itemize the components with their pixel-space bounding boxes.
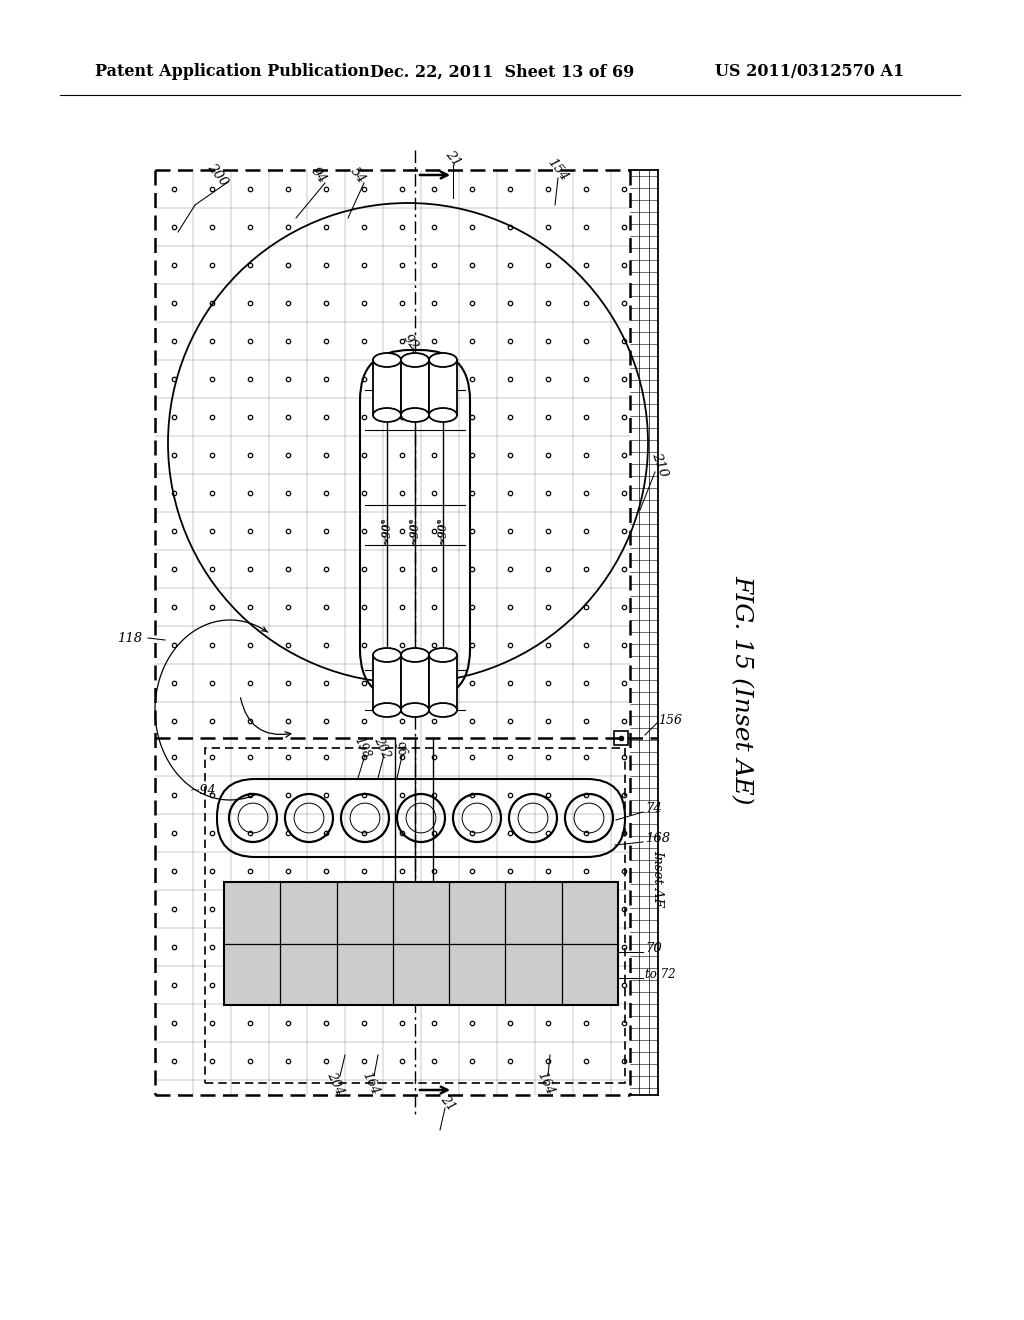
Text: ~94: ~94 (189, 784, 216, 796)
Text: 202: 202 (372, 735, 392, 760)
Bar (373, 360, 401, 414)
Text: 21: 21 (438, 1093, 458, 1113)
Ellipse shape (373, 352, 401, 367)
Text: ~90°: ~90° (409, 516, 418, 544)
Ellipse shape (373, 648, 401, 663)
Bar (373, 655, 401, 710)
Ellipse shape (373, 704, 401, 717)
Ellipse shape (401, 648, 429, 663)
Text: 210: 210 (649, 451, 671, 479)
Text: Dec. 22, 2011  Sheet 13 of 69: Dec. 22, 2011 Sheet 13 of 69 (370, 63, 634, 81)
Text: 118: 118 (117, 631, 142, 644)
Text: 92: 92 (399, 331, 420, 352)
Text: 156: 156 (658, 714, 682, 726)
Text: Inset AF: Inset AF (651, 850, 665, 907)
Text: 96: 96 (391, 739, 409, 759)
Text: 204: 204 (324, 1069, 346, 1097)
Bar (429, 360, 457, 414)
Ellipse shape (429, 352, 457, 367)
Text: 168: 168 (645, 832, 670, 845)
Ellipse shape (401, 704, 429, 717)
Ellipse shape (429, 408, 457, 422)
Text: ~90°: ~90° (381, 516, 389, 544)
Text: 154: 154 (545, 156, 570, 183)
Text: 74: 74 (645, 801, 662, 814)
Bar (401, 655, 429, 710)
Ellipse shape (401, 408, 429, 422)
Bar (224, 882, 618, 1005)
Text: 198: 198 (351, 735, 373, 760)
Text: 200: 200 (205, 161, 230, 189)
Text: 54: 54 (348, 165, 369, 186)
Bar (614, 731, 628, 744)
Ellipse shape (429, 704, 457, 717)
Text: Patent Application Publication: Patent Application Publication (95, 63, 370, 81)
Text: 21: 21 (442, 148, 463, 169)
Text: 164: 164 (359, 1069, 381, 1097)
Bar (205, 748, 625, 1082)
Text: 94: 94 (308, 165, 329, 186)
Text: ~90°: ~90° (438, 515, 449, 545)
Text: ~90°: ~90° (410, 515, 420, 545)
Ellipse shape (373, 408, 401, 422)
Text: US 2011/0312570 A1: US 2011/0312570 A1 (715, 63, 904, 81)
Bar (429, 655, 457, 710)
Text: to 72: to 72 (645, 969, 676, 982)
Text: FIG. 15 (Inset AE): FIG. 15 (Inset AE) (730, 576, 754, 805)
Bar (401, 360, 429, 414)
Text: ~90°: ~90° (382, 515, 392, 545)
Ellipse shape (429, 648, 457, 663)
Ellipse shape (401, 352, 429, 367)
Text: 70: 70 (645, 941, 662, 954)
Text: 164: 164 (535, 1069, 556, 1097)
Text: ~90°: ~90° (436, 516, 445, 544)
